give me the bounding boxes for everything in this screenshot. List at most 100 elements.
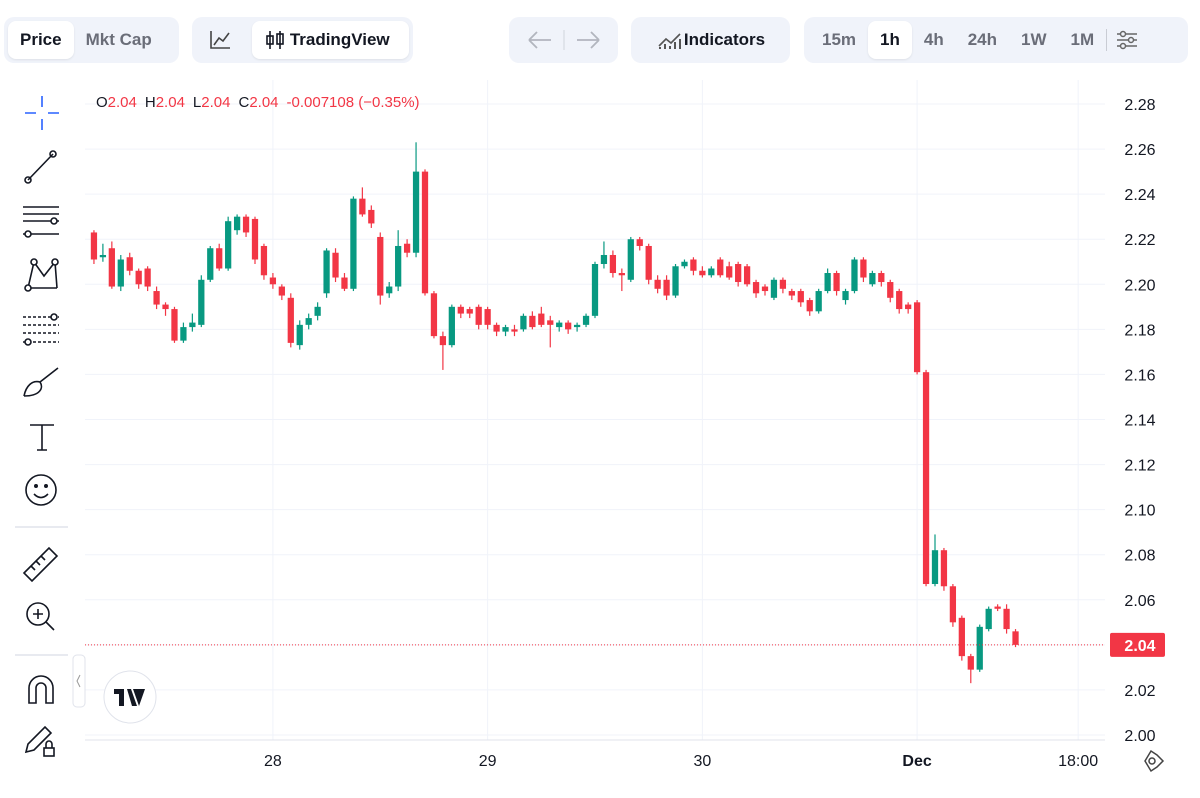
candle-body xyxy=(663,279,670,296)
candle-body xyxy=(502,327,509,332)
indicators-icon xyxy=(658,33,681,49)
candle-body xyxy=(573,324,581,328)
candle-body xyxy=(815,291,822,312)
candle-body xyxy=(359,198,366,215)
candle-body xyxy=(260,245,268,276)
ruler-tool[interactable] xyxy=(22,546,59,583)
divider xyxy=(1106,29,1108,51)
emoji-tool[interactable] xyxy=(25,474,57,506)
text-tool[interactable] xyxy=(30,424,54,451)
candle-body xyxy=(233,216,241,231)
candle-body xyxy=(770,279,778,298)
candle-body xyxy=(788,291,795,296)
x-tick-label: 29 xyxy=(479,753,497,770)
price-badge-label: 2.04 xyxy=(1124,638,1155,655)
timeframe[interactable]: 15m xyxy=(822,30,857,49)
price-badge xyxy=(1110,632,1165,657)
candle-body xyxy=(913,302,921,373)
timeframe[interactable]: 1h xyxy=(868,21,912,59)
fib-tool[interactable] xyxy=(23,313,59,346)
ohlc-value: 2.04 xyxy=(108,94,137,111)
x-tick-label: 18:00 xyxy=(1058,753,1098,770)
y-tick-label: 2.18 xyxy=(1124,322,1155,339)
arrows[interactable] xyxy=(519,25,609,55)
timeframe[interactable]: 1W xyxy=(1021,30,1047,49)
candle-body xyxy=(860,259,867,278)
candle-body xyxy=(126,257,133,271)
y-tick-label: 2.16 xyxy=(1124,367,1155,384)
timeframe[interactable]: 1M xyxy=(1070,30,1095,49)
candle-body xyxy=(806,300,813,312)
candle-body xyxy=(135,270,142,285)
candle-body xyxy=(314,306,321,316)
candle-body xyxy=(439,336,447,346)
candle-body xyxy=(743,266,751,285)
settings-icon[interactable] xyxy=(1107,27,1147,53)
y-tick-label: 2.06 xyxy=(1124,593,1155,610)
candle-body xyxy=(225,221,232,269)
candle-body xyxy=(457,306,464,314)
candle-body xyxy=(591,264,599,316)
candle-body xyxy=(636,239,643,246)
candle-body xyxy=(717,259,724,276)
lock-draw-tool[interactable] xyxy=(24,725,55,757)
tab[interactable]: Price xyxy=(8,21,74,59)
ohlc-key: L xyxy=(193,94,201,111)
tab[interactable]: Mkt Cap xyxy=(85,30,152,49)
candle-body xyxy=(117,259,124,287)
candle-body xyxy=(90,232,98,260)
candle-body xyxy=(198,279,205,325)
candle-body xyxy=(242,216,250,233)
candle-body xyxy=(216,248,223,269)
timeframe[interactable]: 24h xyxy=(967,30,998,49)
magnet-tool[interactable] xyxy=(28,675,54,704)
timeframe[interactable]: 4h xyxy=(923,30,944,49)
crosshair-tool[interactable] xyxy=(25,96,59,130)
candle-body xyxy=(547,320,554,325)
ohlc-key: O xyxy=(96,94,108,111)
candle-body xyxy=(511,329,518,332)
candle-body xyxy=(600,254,608,265)
candle-body xyxy=(180,327,187,341)
collapse-arrow xyxy=(76,674,81,688)
candle-body xyxy=(582,315,590,325)
candle-body xyxy=(466,309,473,314)
candle-body xyxy=(905,304,912,310)
tradingview-tab[interactable]: TradingView xyxy=(251,21,409,59)
candle-body xyxy=(189,322,196,328)
candle-body xyxy=(484,309,491,325)
candle-body xyxy=(412,171,420,253)
candle-body xyxy=(627,239,634,280)
pattern-tool[interactable] xyxy=(24,258,59,292)
y-tick-label: 2.20 xyxy=(1124,277,1155,294)
candle-body xyxy=(761,286,769,292)
candle-body xyxy=(779,279,787,289)
y-tick-label: 2.14 xyxy=(1124,413,1155,430)
candle-body xyxy=(430,293,438,337)
indicators-button[interactable]: Indicators xyxy=(650,21,771,59)
candle-body xyxy=(887,282,894,298)
drawing-tools xyxy=(15,96,68,757)
candle-body xyxy=(421,171,429,294)
candle-body xyxy=(851,259,858,292)
candle-body xyxy=(99,254,107,258)
candle-body xyxy=(529,315,536,328)
collapse-handle[interactable] xyxy=(72,654,86,708)
candle-body xyxy=(681,261,688,267)
settings-gear[interactable] xyxy=(1144,749,1165,773)
brush-tool[interactable] xyxy=(23,367,59,397)
candle-body xyxy=(162,304,169,310)
candle-body xyxy=(377,236,384,296)
line-tool[interactable] xyxy=(24,150,57,184)
candle-body xyxy=(565,322,572,330)
ohlc-value: 2.04 xyxy=(249,94,278,111)
candle-body xyxy=(395,245,402,287)
line-chart-button[interactable] xyxy=(196,21,252,59)
candle-body xyxy=(896,291,903,310)
zoom-tool[interactable] xyxy=(26,602,55,631)
candle-body xyxy=(493,324,500,332)
candle-body xyxy=(556,322,563,328)
horizontal-lines-tool[interactable] xyxy=(23,206,59,238)
candle-body xyxy=(976,626,983,670)
candle-body xyxy=(922,372,930,585)
